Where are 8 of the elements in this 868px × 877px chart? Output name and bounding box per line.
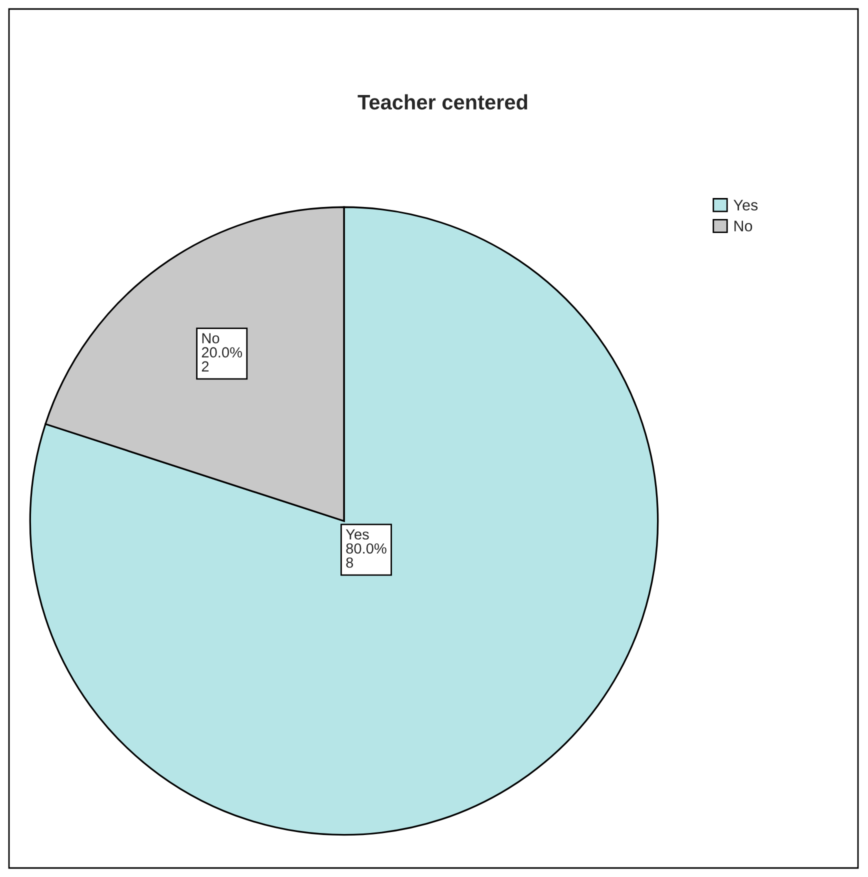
pie-slice: [29, 206, 659, 836]
chart-title: Teacher centered: [358, 94, 528, 110]
slice-label: Yes: [346, 529, 369, 540]
slice-label: No: [202, 333, 220, 344]
legend-label: Yes: [734, 200, 758, 211]
data-label: 20.0% 2: [202, 347, 242, 372]
legend-label: No: [734, 220, 752, 232]
data-label: 80.0% 8: [346, 543, 386, 568]
